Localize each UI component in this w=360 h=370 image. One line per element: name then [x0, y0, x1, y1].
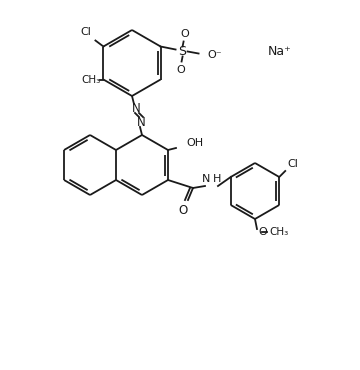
Text: N: N: [137, 115, 145, 128]
Text: S: S: [179, 45, 186, 58]
Text: N: N: [202, 174, 210, 184]
Text: O: O: [180, 28, 189, 38]
Text: O⁻: O⁻: [208, 50, 222, 60]
Text: H: H: [213, 174, 221, 184]
Text: Na⁺: Na⁺: [268, 45, 292, 58]
Text: OH: OH: [186, 138, 203, 148]
Text: CH₃: CH₃: [81, 74, 100, 84]
Text: O: O: [178, 204, 188, 216]
Text: CH₃: CH₃: [269, 227, 288, 237]
Text: N: N: [132, 101, 140, 114]
Text: Cl: Cl: [81, 27, 91, 37]
Text: O: O: [176, 64, 185, 74]
Text: Cl: Cl: [287, 159, 298, 169]
Text: O: O: [258, 227, 267, 237]
